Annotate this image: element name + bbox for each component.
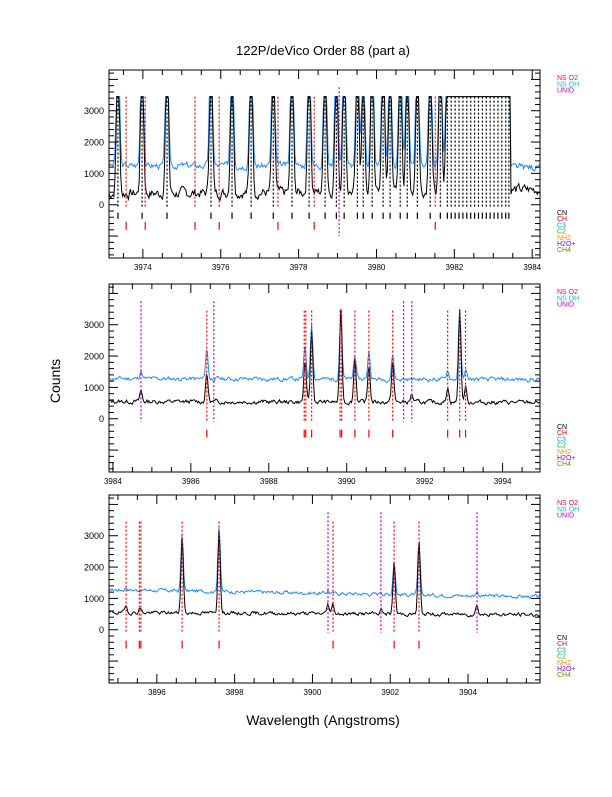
x-tick-label: 3988 (260, 477, 278, 486)
legend-bottom-item: H2O+ (557, 666, 575, 673)
plot-area (109, 301, 540, 438)
x-tick-label: 3992 (416, 477, 434, 486)
x-tick-label: 3980 (368, 263, 386, 272)
x-tick-label: 3982 (445, 263, 463, 272)
legend-bottom-item: CH4 (557, 247, 571, 254)
x-axis-label: Wavelength (Angstroms) (246, 712, 400, 728)
legend-bottom-item: NH2 (557, 660, 571, 667)
legend-bottom-item: C2 (557, 229, 566, 236)
plot-area (109, 512, 540, 649)
chart-title: 122P/deVico Order 88 (part a) (236, 43, 410, 58)
spectrum-1-line (109, 527, 540, 600)
x-tick-label: 3994 (494, 477, 512, 486)
plot-area (109, 87, 540, 237)
y-tick-label: 3000 (84, 106, 104, 116)
panels: 3974 3976 3978 3980 3982 3984 0 1000 2000 3000 NS … (84, 69, 579, 697)
legend-top-item: NS OH (557, 506, 579, 513)
legend-bottom-item: C3 (557, 436, 566, 443)
y-tick-label: 0 (99, 625, 104, 635)
panel-1: 3974 3976 3978 3980 3982 3984 0 1000 2000 3000 NS … (84, 69, 579, 272)
x-tick-label: 3984 (523, 263, 541, 272)
spectrum-2-line (109, 96, 540, 202)
legend-bottom-item: CN (557, 210, 567, 217)
y-tick-label: 1000 (84, 169, 104, 179)
legend-top-item: UNID (557, 513, 574, 520)
legend-bottom-item: CN (557, 635, 567, 642)
plot-frame (108, 494, 541, 684)
legend-top-item: NS OH (557, 81, 579, 88)
y-tick-label: 3000 (84, 531, 104, 541)
y-tick-label: 0 (99, 200, 104, 210)
x-tick-label: 3904 (459, 688, 477, 697)
legend-bottom-item: C2 (557, 654, 566, 661)
legend-bottom-item: CH (557, 641, 567, 648)
legend-bottom-item: C3 (557, 647, 566, 654)
y-tick-label: 3000 (84, 320, 104, 330)
x-tick-label: 3898 (226, 688, 244, 697)
x-tick-label: 3984 (104, 477, 122, 486)
x-tick-label: 3990 (338, 477, 356, 486)
legend-bottom-item: H2O+ (557, 455, 575, 462)
legend-bottom-item: CH4 (557, 461, 571, 468)
legend-bottom-item: CH (557, 216, 567, 223)
x-tick-label: 3900 (304, 688, 322, 697)
legend-top-item: NS O2 (557, 75, 578, 82)
y-tick-label: 2000 (84, 563, 104, 573)
panel-2: 3984 3986 3988 3990 3992 3994 0 1000 2000 3000 NS … (84, 283, 579, 486)
panel-3: 3896 3898 3900 3902 3904 0 1000 2000 3000 NS O2NS… (84, 494, 579, 697)
y-axis-label: Counts (47, 359, 63, 403)
legend-top-item: UNID (557, 88, 574, 95)
x-tick-label: 3976 (212, 263, 230, 272)
y-tick-label: 1000 (84, 383, 104, 393)
x-tick-label: 3896 (148, 688, 166, 697)
x-tick-label: 3974 (134, 263, 152, 272)
legend-bottom-item: H2O+ (557, 241, 575, 248)
legend-bottom-item: CH4 (557, 672, 571, 679)
y-tick-label: 0 (99, 414, 104, 424)
legend-top-item: UNID (557, 302, 574, 309)
spectrum-1-line (109, 310, 540, 384)
legend-bottom-item: CN (557, 424, 567, 431)
legend-top-item: NS O2 (557, 289, 578, 296)
legend-bottom-item: C2 (557, 443, 566, 450)
legend-bottom-item: C3 (557, 222, 566, 229)
legend-top-item: NS O2 (557, 500, 578, 507)
plot-frame (108, 69, 541, 259)
x-tick-label: 3902 (381, 688, 399, 697)
spectrum-2-line (109, 531, 540, 618)
y-tick-label: 1000 (84, 594, 104, 604)
legend-bottom-item: NH2 (557, 449, 571, 456)
y-tick-label: 2000 (84, 352, 104, 362)
y-tick-label: 2000 (84, 138, 104, 148)
spectrum-2-line (109, 309, 540, 406)
legend-top-item: NS OH (557, 295, 579, 302)
legend-bottom-item: NH2 (557, 235, 571, 242)
x-tick-label: 3986 (182, 477, 200, 486)
x-tick-label: 3978 (290, 263, 308, 272)
legend-bottom-item: CH (557, 430, 567, 437)
plot-frame (108, 283, 541, 473)
